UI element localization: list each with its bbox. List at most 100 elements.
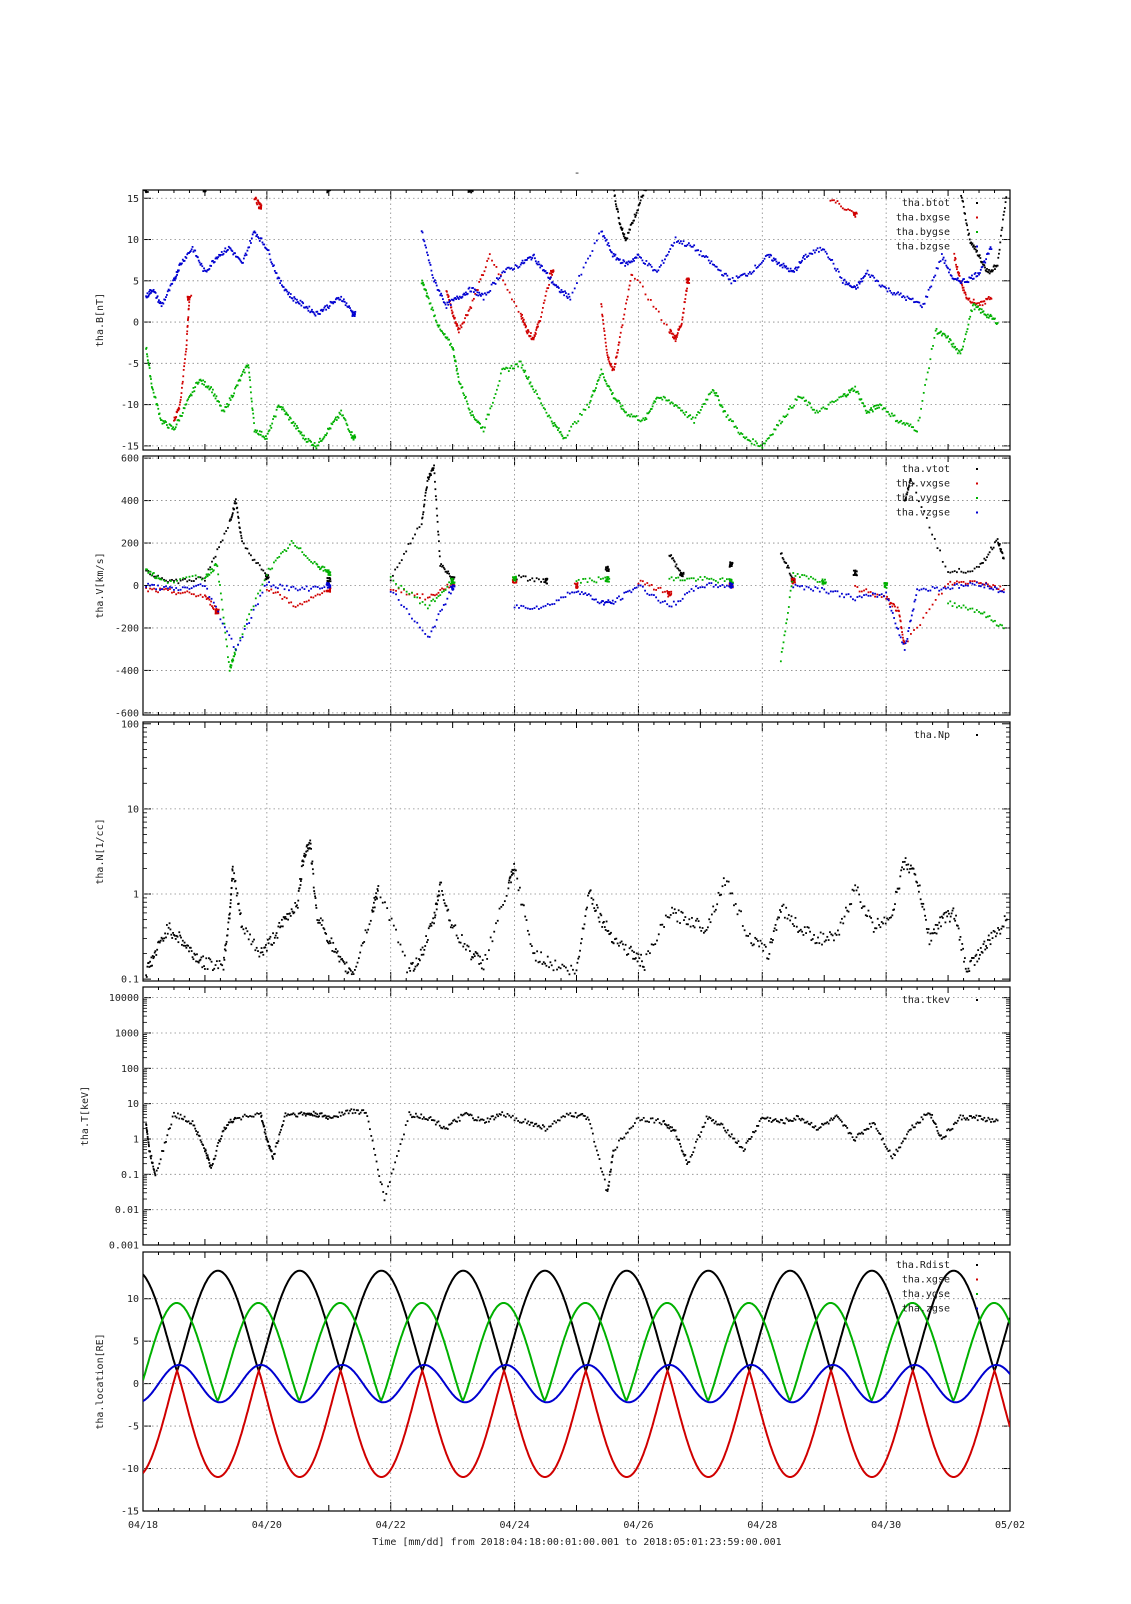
data-point xyxy=(301,434,303,436)
data-point xyxy=(929,358,931,360)
data-point xyxy=(634,278,636,280)
data-point xyxy=(556,426,558,428)
data-point xyxy=(601,926,603,928)
data-point xyxy=(193,390,195,392)
data-point xyxy=(518,311,520,313)
data-point xyxy=(691,577,693,579)
data-point xyxy=(232,866,234,868)
data-point xyxy=(244,255,246,257)
data-point xyxy=(730,563,732,565)
data-point xyxy=(423,504,425,506)
series-tha-bxgse xyxy=(173,197,992,422)
data-point xyxy=(844,393,846,395)
data-point xyxy=(400,585,402,587)
data-point xyxy=(406,971,408,973)
data-point xyxy=(989,551,991,553)
data-point xyxy=(288,602,290,604)
data-point xyxy=(690,926,692,928)
data-point xyxy=(878,407,880,409)
data-point xyxy=(662,601,664,603)
data-point xyxy=(170,580,172,582)
data-point xyxy=(413,970,415,972)
data-point xyxy=(483,299,485,301)
data-point xyxy=(806,575,808,577)
data-point xyxy=(651,594,653,596)
data-point xyxy=(787,268,789,270)
data-point xyxy=(225,639,227,641)
data-point xyxy=(593,907,595,909)
data-point xyxy=(989,588,991,590)
data-point xyxy=(222,623,224,625)
data-point xyxy=(351,437,353,439)
data-point xyxy=(214,261,216,263)
data-point xyxy=(753,270,755,272)
data-point xyxy=(963,278,965,280)
data-point xyxy=(170,934,172,936)
data-point xyxy=(252,234,254,236)
data-point xyxy=(533,338,535,340)
data-point xyxy=(870,591,872,593)
data-point xyxy=(969,608,971,610)
data-point xyxy=(819,247,821,249)
data-point xyxy=(825,939,827,941)
data-point xyxy=(353,439,355,441)
data-point xyxy=(186,339,188,341)
data-point xyxy=(346,423,348,425)
data-point xyxy=(146,347,148,349)
data-point xyxy=(672,557,674,559)
data-point xyxy=(882,923,884,925)
data-point xyxy=(275,935,277,937)
data-point xyxy=(556,599,558,601)
data-point xyxy=(866,412,868,414)
data-point xyxy=(582,578,584,580)
data-point xyxy=(235,888,237,890)
data-point xyxy=(630,280,632,282)
data-point xyxy=(568,293,570,295)
data-point xyxy=(789,405,791,407)
data-point xyxy=(305,438,307,440)
data-point xyxy=(435,499,437,501)
data-point xyxy=(533,254,535,256)
data-point xyxy=(885,287,887,289)
data-point xyxy=(679,242,681,244)
data-point xyxy=(680,600,682,602)
data-point xyxy=(294,423,296,425)
data-point xyxy=(438,534,440,536)
data-point xyxy=(181,263,183,265)
data-point xyxy=(676,921,678,923)
data-point xyxy=(423,511,425,513)
data-point xyxy=(146,569,148,571)
data-point xyxy=(314,561,316,563)
data-point xyxy=(826,936,828,938)
data-point xyxy=(226,403,228,405)
data-point xyxy=(328,307,330,309)
data-point xyxy=(924,915,926,917)
data-point xyxy=(339,299,341,301)
data-point xyxy=(267,939,269,941)
data-point xyxy=(430,302,432,304)
data-point xyxy=(438,890,440,892)
data-point xyxy=(477,289,479,291)
data-point xyxy=(262,951,264,953)
data-point xyxy=(715,909,717,911)
data-point xyxy=(981,301,983,303)
data-point xyxy=(196,953,198,955)
data-point xyxy=(502,280,504,282)
data-point xyxy=(149,573,151,575)
data-point xyxy=(706,584,708,586)
data-point xyxy=(1003,211,1005,213)
data-point xyxy=(999,586,1001,588)
data-point xyxy=(551,421,553,423)
data-point xyxy=(954,570,956,572)
data-point xyxy=(772,433,774,435)
data-point xyxy=(913,608,915,610)
data-point xyxy=(436,619,438,621)
data-point xyxy=(949,581,951,583)
data-point xyxy=(778,262,780,264)
data-point xyxy=(215,964,217,966)
data-point xyxy=(668,917,670,919)
data-point xyxy=(910,633,912,635)
data-point xyxy=(699,412,701,414)
data-point xyxy=(203,267,205,269)
data-point xyxy=(939,916,941,918)
